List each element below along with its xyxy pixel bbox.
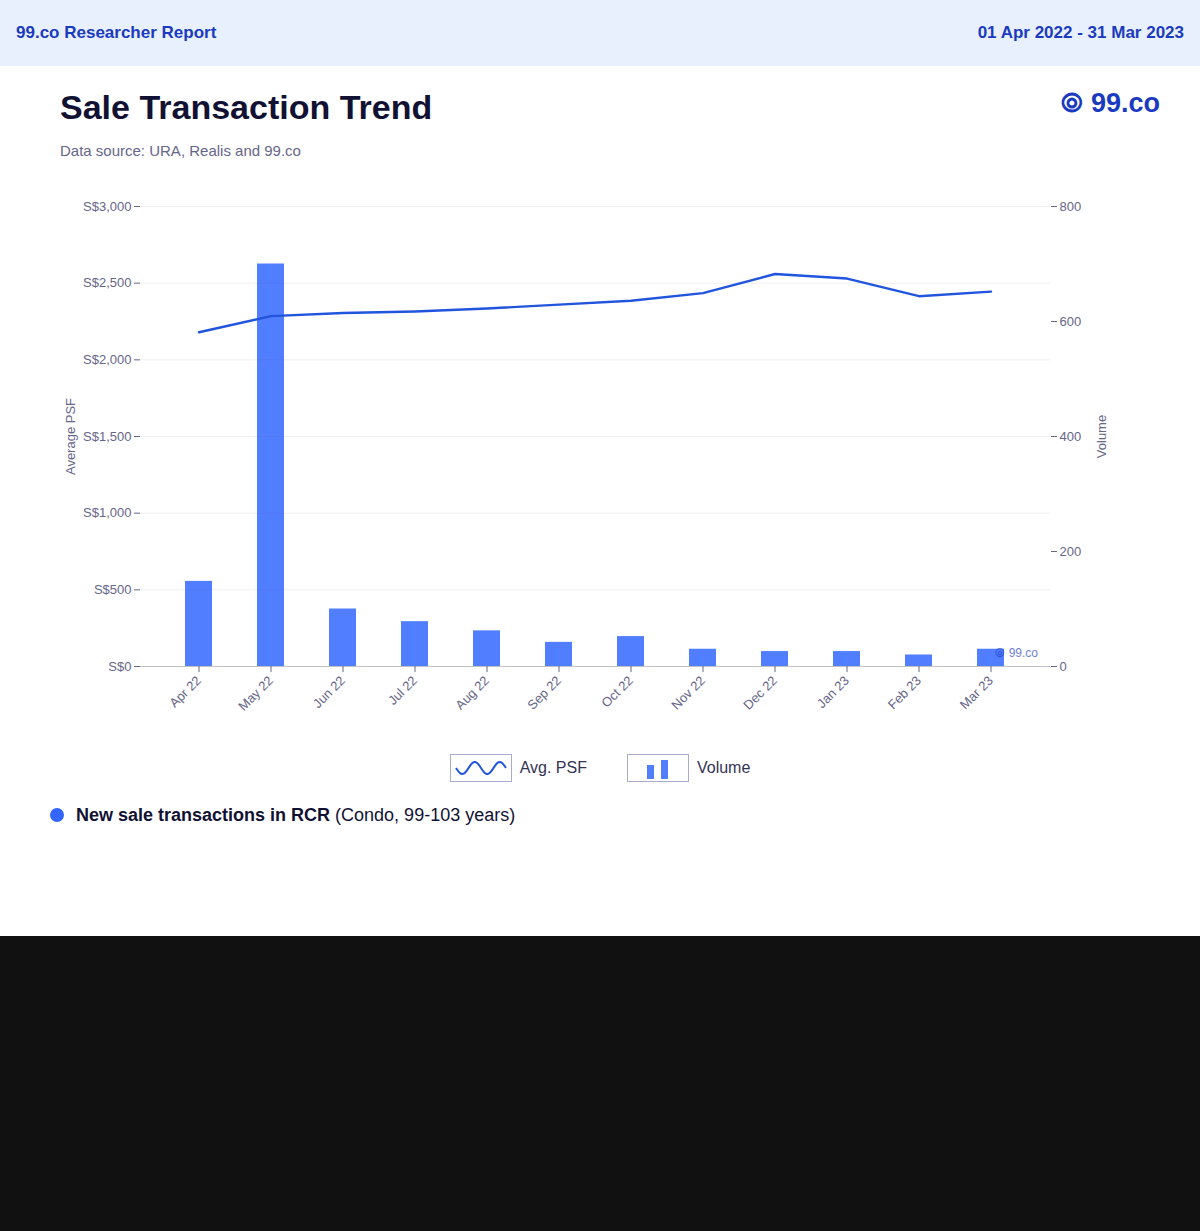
html-text:⦾ 99.co: ⦾ 99.co [995, 646, 1038, 660]
svg-text:S$0: S$0 [108, 659, 131, 674]
html-text:Data source: URA, Realis and 9: Data source: URA, Realis and 99.co [60, 142, 301, 159]
svg-text:0: 0 [1060, 659, 1067, 674]
svg-text:200: 200 [1060, 544, 1082, 559]
svg-text:Nov 22: Nov 22 [668, 673, 708, 713]
svg-text:400: 400 [1060, 429, 1082, 444]
svg-text:S$2,000: S$2,000 [83, 352, 131, 367]
svg-text:Dec 22: Dec 22 [740, 673, 780, 713]
html-text:01 Apr 2022 - 31 Mar 2023: 01 Apr 2022 - 31 Mar 2023 [977, 23, 1184, 42]
svg-text:Jun 22: Jun 22 [310, 673, 348, 711]
svg-text:S$500: S$500 [94, 582, 132, 597]
svg-text:S$3,000: S$3,000 [83, 199, 131, 214]
svg-text:600: 600 [1060, 314, 1082, 329]
svg-text:Volume: Volume [1094, 415, 1109, 458]
html-text:Volume: Volume [697, 759, 751, 776]
svg-text:May 22: May 22 [235, 673, 276, 714]
svg-text:Jan 23: Jan 23 [814, 673, 852, 711]
svg-text:Oct 22: Oct 22 [598, 673, 636, 711]
html-text:⦾ 99.co: ⦾ 99.co [1061, 88, 1160, 118]
svg-text:Sep 22: Sep 22 [524, 673, 564, 713]
svg-text:Mar 23: Mar 23 [957, 673, 996, 712]
html-text:Sale Transaction Trend: Sale Transaction Trend [60, 88, 433, 126]
svg-text:800: 800 [1060, 199, 1082, 214]
svg-text:S$2,500: S$2,500 [83, 275, 131, 290]
svg-text:Apr 22: Apr 22 [166, 673, 204, 711]
svg-text:Aug 22: Aug 22 [452, 673, 492, 713]
html-text:New sale transactions in RCR (: New sale transactions in RCR (Condo, 99-… [76, 804, 516, 825]
html-text:Avg. PSF: Avg. PSF [519, 759, 587, 776]
html-text:99.co Researcher Report: 99.co Researcher Report [16, 23, 217, 42]
svg-text:S$1,500: S$1,500 [83, 429, 131, 444]
svg-text:Jul 22: Jul 22 [385, 673, 420, 708]
svg-text:Feb 23: Feb 23 [885, 673, 924, 712]
svg-text:S$1,000: S$1,000 [83, 505, 131, 520]
svg-text:Average PSF: Average PSF [63, 398, 78, 475]
